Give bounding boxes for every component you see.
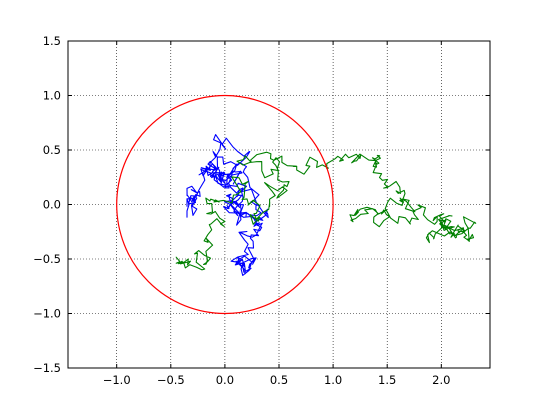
x-tick-label: 2.0 bbox=[432, 373, 450, 387]
y-tick-label: −1.0 bbox=[33, 307, 61, 321]
y-tick-label: 0.0 bbox=[43, 198, 61, 212]
y-tick-label: −1.5 bbox=[33, 361, 61, 375]
x-tick-label: 1.0 bbox=[324, 373, 342, 387]
y-tick-label: 1.5 bbox=[43, 34, 61, 48]
series-layer bbox=[175, 134, 477, 276]
grid bbox=[68, 41, 490, 368]
y-tick-label: 0.5 bbox=[43, 143, 61, 157]
x-tick-label: −0.5 bbox=[157, 373, 185, 387]
y-tick-label: −0.5 bbox=[33, 252, 61, 266]
x-tick-label: 1.5 bbox=[378, 373, 396, 387]
x-tick-label: −1.0 bbox=[103, 373, 131, 387]
tick-layer: −1.0 −0.5 0.0 0.5 1.0 1.5 2.0 −1.5 −1.0 −0.5 0.0 0.… bbox=[33, 34, 490, 387]
series-line-1 bbox=[175, 151, 477, 271]
series-line-0 bbox=[186, 134, 269, 276]
x-tick-label: 0.5 bbox=[270, 373, 288, 387]
circle-layer bbox=[116, 94, 334, 315]
unit-circle bbox=[116, 94, 334, 315]
x-tick-label: 0.0 bbox=[216, 373, 234, 387]
y-tick-label: 1.0 bbox=[43, 89, 61, 103]
